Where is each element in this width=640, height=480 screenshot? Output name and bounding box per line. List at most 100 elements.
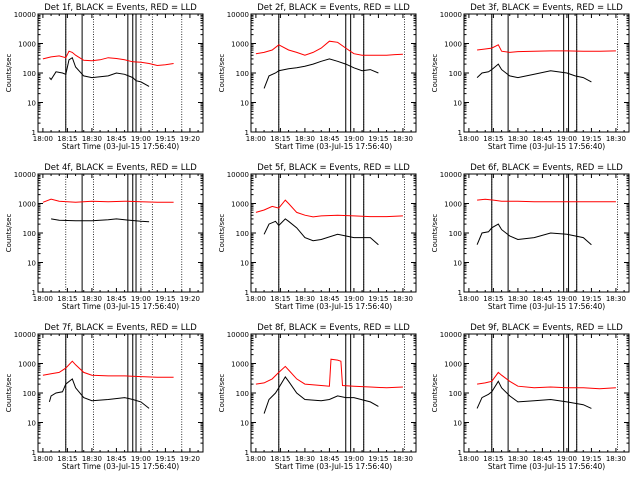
- series-lld-line: [255, 358, 403, 389]
- x-axis-label: Start Time (03-Jul-15 17:56:40): [275, 462, 392, 471]
- y-tick-label: 10: [240, 420, 249, 428]
- series-lld-line: [477, 198, 616, 203]
- x-axis-label: Start Time (03-Jul-15 17:56:40): [275, 302, 392, 311]
- series-events-line: [476, 63, 592, 83]
- x-tick-label: 18:15: [483, 135, 503, 143]
- y-axis-label: Counts/sec: [5, 54, 13, 93]
- y-tick-label: 100: [236, 230, 249, 238]
- x-tick-label: 19:15: [581, 455, 601, 463]
- series-lld-line: [477, 44, 616, 53]
- x-tick-label: 18:15: [270, 135, 290, 143]
- x-tick-label: 19:00: [344, 295, 364, 303]
- x-tick-label: 18:45: [106, 135, 126, 143]
- series-events-line: [263, 58, 379, 89]
- x-tick-label: 18:15: [483, 455, 503, 463]
- series-events-line: [49, 56, 150, 87]
- y-tick-label: 100: [449, 70, 462, 78]
- x-tick-label: 18:00: [459, 455, 479, 463]
- x-tick-label: 18:45: [532, 135, 552, 143]
- x-tick-label: 18:30: [295, 455, 315, 463]
- x-tick-label: 18:30: [508, 295, 528, 303]
- plot-frame: [250, 173, 417, 293]
- panel-title: Det 7f, BLACK = Events, RED = LLD: [44, 323, 197, 333]
- x-tick-label: 18:45: [532, 295, 552, 303]
- panel-title: Det 2f, BLACK = Events, RED = LLD: [257, 3, 410, 13]
- x-tick-label: 18:45: [532, 455, 552, 463]
- panel-det-4f: Det 4f, BLACK = Events, RED = LLD 1 10 100 1…: [5, 163, 204, 311]
- x-tick-label: 18:45: [319, 455, 339, 463]
- y-tick-label: 10000: [14, 11, 36, 19]
- y-tick-label: 100: [23, 70, 36, 78]
- x-tick-label: 18:30: [82, 295, 102, 303]
- x-tick-label: 18:00: [459, 295, 479, 303]
- y-tick-label: 1000: [444, 201, 462, 209]
- y-tick-label: 1: [245, 449, 249, 457]
- y-tick-label: 1: [245, 289, 249, 297]
- x-tick-label: 19:00: [557, 455, 577, 463]
- x-tick-label: 18:30: [393, 135, 413, 143]
- x-tick-label: 18:30: [393, 455, 413, 463]
- x-tick-label: 18:00: [33, 135, 53, 143]
- y-tick-label: 100: [236, 390, 249, 398]
- y-tick-label: 10000: [227, 331, 249, 339]
- series-lld-line: [42, 50, 174, 67]
- x-tick-label: 19:20: [180, 135, 200, 143]
- x-tick-label: 19:15: [368, 295, 388, 303]
- y-tick-label: 10: [27, 420, 36, 428]
- y-axis-label: Counts/sec: [218, 214, 226, 253]
- y-tick-label: 10000: [440, 171, 462, 179]
- y-tick-label: 10000: [440, 331, 462, 339]
- y-tick-label: 1: [245, 129, 249, 137]
- y-tick-label: 10: [27, 260, 36, 268]
- y-tick-label: 1000: [444, 361, 462, 369]
- x-axis-label: Start Time (03-Jul-15 17:56:40): [275, 142, 392, 151]
- x-tick-label: 18:30: [295, 135, 315, 143]
- y-tick-label: 10000: [14, 331, 36, 339]
- y-tick-label: 10000: [227, 11, 249, 19]
- y-tick-label: 10: [453, 420, 462, 428]
- y-axis-label: Counts/sec: [431, 54, 439, 93]
- series-lld-line: [477, 371, 616, 390]
- y-axis-label: Counts/sec: [218, 54, 226, 93]
- plot-frame: [463, 333, 630, 453]
- x-tick-label: 19:00: [557, 295, 577, 303]
- x-tick-label: 18:00: [33, 295, 53, 303]
- x-tick-label: 18:00: [33, 455, 53, 463]
- x-tick-label: 19:00: [344, 455, 364, 463]
- x-tick-label: 19:00: [344, 135, 364, 143]
- x-axis-label: Start Time (03-Jul-15 17:56:40): [62, 462, 179, 471]
- panel-title: Det 1f, BLACK = Events, RED = LLD: [44, 3, 197, 13]
- y-tick-label: 1000: [231, 201, 249, 209]
- x-axis-label: Start Time (03-Jul-15 17:56:40): [488, 462, 605, 471]
- x-tick-label: 19:15: [581, 295, 601, 303]
- x-tick-label: 19:00: [131, 295, 151, 303]
- series-lld-line: [42, 360, 174, 378]
- series-lld-line: [255, 40, 403, 56]
- panel-title: Det 3f, BLACK = Events, RED = LLD: [470, 3, 623, 13]
- x-axis-label: Start Time (03-Jul-15 17:56:40): [488, 142, 605, 151]
- series-events-line: [263, 218, 379, 246]
- y-tick-label: 100: [449, 230, 462, 238]
- plot-frame: [463, 13, 630, 133]
- y-tick-label: 1000: [18, 361, 36, 369]
- panel-det-3f: Det 3f, BLACK = Events, RED = LLD 1 10 100 1…: [431, 3, 630, 151]
- x-tick-label: 19:15: [155, 455, 175, 463]
- x-tick-label: 18:00: [459, 135, 479, 143]
- panel-title: Det 5f, BLACK = Events, RED = LLD: [257, 163, 410, 173]
- x-tick-label: 18:00: [246, 295, 266, 303]
- x-tick-label: 18:45: [106, 295, 126, 303]
- x-tick-label: 19:20: [180, 295, 200, 303]
- y-tick-label: 1000: [444, 41, 462, 49]
- x-tick-label: 18:15: [270, 455, 290, 463]
- x-tick-label: 19:00: [131, 455, 151, 463]
- plot-frame: [463, 173, 630, 293]
- panel-det-9f: Det 9f, BLACK = Events, RED = LLD 1 10 100 1…: [431, 323, 630, 471]
- y-tick-label: 10: [240, 260, 249, 268]
- panel-det-7f: Det 7f, BLACK = Events, RED = LLD 1 10 100 1…: [5, 323, 204, 471]
- series-lld-line: [42, 198, 174, 203]
- series-lld-line: [255, 199, 403, 218]
- y-tick-label: 1: [32, 449, 36, 457]
- x-tick-label: 19:00: [131, 135, 151, 143]
- series-events-line: [476, 223, 592, 246]
- x-tick-label: 18:30: [393, 295, 413, 303]
